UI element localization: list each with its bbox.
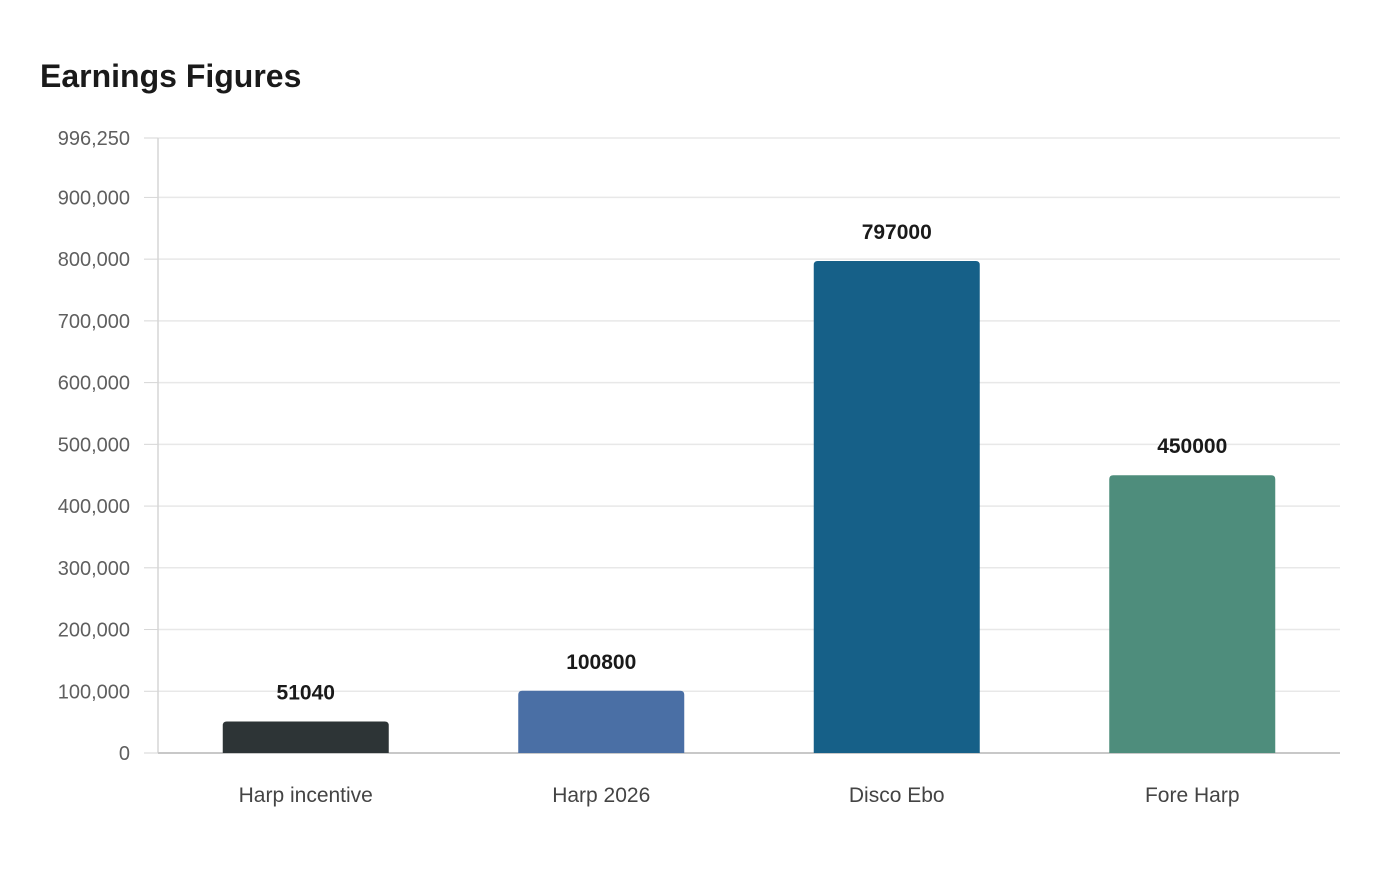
x-tick-label: Harp 2026 bbox=[552, 784, 650, 807]
grid-lines bbox=[158, 137, 1340, 693]
bar-fore-harp bbox=[1109, 475, 1276, 753]
y-tick-label: 900,000 bbox=[58, 187, 130, 209]
bars bbox=[222, 261, 1276, 753]
bar-value-label: 450000 bbox=[1157, 435, 1227, 458]
x-axis-ticks: Harp incentive Harp 2026 Disco Ebo Fore Har… bbox=[239, 784, 1240, 807]
chart-title: Earnings Figures bbox=[40, 58, 302, 94]
bar-harp-incentive bbox=[222, 721, 389, 753]
x-tick-label: Disco Ebo bbox=[849, 784, 945, 807]
y-tick-label: 500,000 bbox=[58, 434, 130, 456]
bar-value-label: 100800 bbox=[566, 651, 636, 674]
y-axis-ticks: 0 100,000 200,000 300,000 400,000 500,000 600,… bbox=[58, 128, 158, 765]
y-tick-label: 996,250 bbox=[58, 128, 130, 150]
y-tick-label: 300,000 bbox=[58, 558, 130, 580]
y-tick-label: 600,000 bbox=[58, 373, 130, 395]
y-tick-label: 0 bbox=[119, 743, 130, 765]
x-tick-label: Fore Harp bbox=[1145, 784, 1240, 807]
y-tick-label: 700,000 bbox=[58, 311, 130, 333]
y-tick-label: 800,000 bbox=[58, 249, 130, 271]
bar-value-label: 797000 bbox=[862, 221, 932, 244]
value-labels: 51040 100800 797000 450000 bbox=[277, 221, 1228, 704]
x-tick-label: Harp incentive bbox=[239, 784, 373, 807]
y-tick-label: 400,000 bbox=[58, 496, 130, 518]
bar-harp-2026 bbox=[518, 690, 685, 753]
bar-disco-ebo bbox=[813, 261, 980, 753]
y-tick-label: 200,000 bbox=[58, 620, 130, 642]
y-tick-label: 100,000 bbox=[58, 681, 130, 703]
bar-value-label: 51040 bbox=[277, 681, 335, 704]
